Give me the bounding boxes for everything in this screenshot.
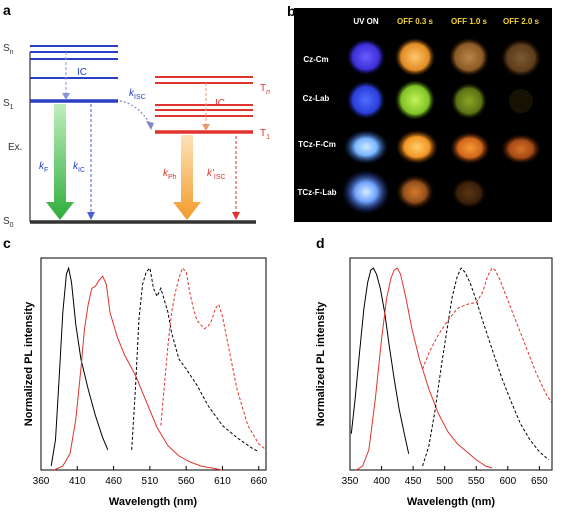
chart-c-xtick-label: 510 [142, 476, 159, 487]
chart-d-series-2 [422, 267, 550, 467]
kic-label: k [73, 161, 79, 172]
chart-c-xtick-label: 410 [69, 476, 86, 487]
sample-tcz-f-lab-03 [396, 175, 434, 209]
col-header-off-03: OFF 0.3 s [397, 17, 434, 26]
chart-c-series-1 [53, 275, 223, 471]
svg-text:kPh: kPh [163, 168, 177, 181]
chart-d: 350 400 450 500 550 600 650 Wavelength (nm) No… [315, 257, 553, 508]
chart-d-xlabel: Wavelength (nm) [407, 496, 496, 508]
sample-cz-lab-10 [451, 83, 487, 119]
chart-c-series-2 [131, 267, 259, 453]
kph-label: k [163, 168, 169, 179]
kisc-prime-label: k' [207, 168, 215, 179]
svg-text:S0: S0 [3, 216, 14, 229]
sample-cz-lab-uv [347, 81, 385, 119]
kf-label: k [39, 161, 45, 172]
col-header-off-10: OFF 1.0 s [451, 17, 488, 26]
chart-c: 360 410 460 510 560 610 660 Wavelength (nm) No… [23, 257, 268, 508]
panel-label-b: b [287, 3, 296, 19]
phosphorescence-arrow [173, 135, 201, 220]
sample-tcz-f-lab-uv [342, 170, 390, 214]
panel-label-c: c [3, 235, 11, 251]
chart-c-xtick-label: 360 [33, 476, 50, 487]
chart-d-xtick-label: 550 [468, 476, 485, 487]
panel-label-d: d [316, 235, 325, 251]
chart-c-xtick-label: 560 [178, 476, 195, 487]
sample-cz-lab-03 [395, 80, 435, 120]
s1-label: S [3, 98, 10, 109]
kisc-label: k [129, 88, 135, 99]
photo-grid: UV ON OFF 0.3 s OFF 1.0 s OFF 2.0 s Cz-C… [294, 8, 552, 222]
row-label-cz-lab: Cz-Lab [303, 94, 330, 103]
chart-c-xtick-label: 660 [250, 476, 267, 487]
chart-c-xlabel: Wavelength (nm) [109, 496, 198, 508]
chart-c-xtick-label: 460 [105, 476, 122, 487]
excitation-label: Ex. [8, 142, 22, 153]
sn-label: S [3, 43, 10, 54]
chart-d-series-1 [356, 267, 493, 471]
row-label-tcz-f-lab: TCz-F-Lab [297, 188, 336, 197]
sample-tcz-f-cm-03 [396, 130, 438, 164]
chart-c-series-3 [160, 267, 267, 451]
sample-tcz-f-cm-20 [501, 134, 541, 164]
sample-cz-cm-uv [347, 39, 385, 75]
t1-label: T [260, 128, 266, 139]
col-header-off-20: OFF 2.0 s [503, 17, 540, 26]
svg-text:T1: T1 [260, 128, 270, 141]
row-label-tcz-f-cm: TCz-F-Cm [298, 140, 336, 149]
chart-c-xtick-label: 610 [214, 476, 231, 487]
chart-d-xtick-label: 450 [405, 476, 422, 487]
row-label-cz-cm: Cz-Cm [303, 55, 328, 64]
fluorescence-arrow [46, 104, 74, 220]
chart-d-ylabel: Normalized PL intensity [315, 301, 327, 426]
svg-text:S1: S1 [3, 98, 14, 111]
chart-d-xtick-label: 600 [499, 476, 516, 487]
svg-text:kIC: kIC [73, 161, 85, 174]
svg-text:kF: kF [39, 161, 48, 174]
chart-c-series-0 [50, 266, 109, 467]
chart-d-series-3 [422, 267, 553, 404]
sample-tcz-f-cm-uv [344, 130, 388, 164]
chart-d-series-0 [350, 267, 410, 454]
svg-text:kISC: kISC [129, 88, 146, 101]
chart-c-ylabel: Normalized PL intensity [23, 301, 35, 426]
s0-label: S [3, 216, 10, 227]
ic-singlet-label: IC [77, 67, 87, 78]
ic-triplet-label: IC [215, 98, 225, 109]
jablonski-diagram: Sn S1 S0 Ex. IC IC Tn T1 kISC kF kIC kPh… [3, 43, 270, 229]
sample-cz-cm-03 [395, 38, 435, 76]
sample-cz-cm-20 [501, 39, 541, 77]
svg-text:Tn: Tn [260, 83, 270, 96]
chart-d-xtick-label: 350 [342, 476, 359, 487]
chart-d-xtick-label: 500 [436, 476, 453, 487]
panel-label-a: a [3, 2, 11, 18]
chart-d-xtick-label: 650 [531, 476, 548, 487]
sample-cz-lab-20 [509, 89, 533, 113]
col-header-uv-on: UV ON [353, 17, 379, 26]
sample-tcz-f-cm-10 [450, 132, 490, 164]
svg-text:Sn: Sn [3, 43, 14, 56]
sample-cz-cm-10 [449, 38, 489, 76]
tn-label: T [260, 83, 266, 94]
sample-tcz-f-lab-10 [452, 178, 486, 208]
svg-text:k'ISC: k'ISC [207, 168, 226, 181]
chart-d-xtick-label: 400 [373, 476, 390, 487]
